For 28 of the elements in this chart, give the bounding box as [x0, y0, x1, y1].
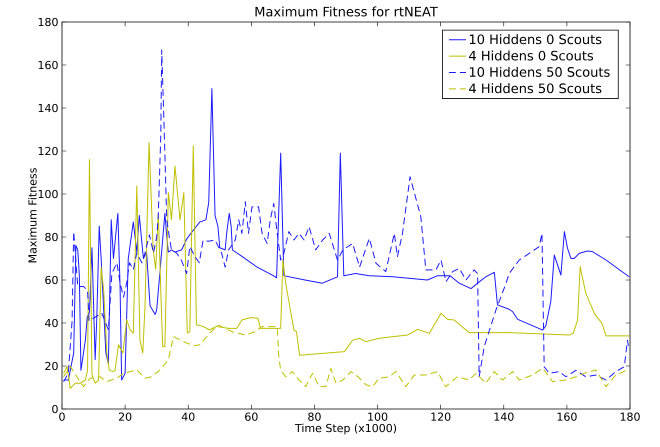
y-tick-label: 120 — [38, 146, 58, 156]
y-tick-label: 160 — [38, 60, 58, 70]
x-tick-label: 60 — [245, 412, 258, 421]
x-tick-label: 0 — [59, 412, 65, 421]
x-tick-label: 80 — [308, 412, 321, 421]
y-tick-label: 80 — [45, 232, 58, 242]
line-series — [63, 142, 630, 389]
y-tick-label: 0 — [52, 404, 58, 414]
x-tick-label: 180 — [620, 412, 640, 421]
y-tick-label: 180 — [38, 18, 58, 26]
x-tick-label: 120 — [431, 412, 450, 421]
y-tick-label: 60 — [45, 276, 58, 284]
legend-label: 10 Hiddens 50 Scouts — [470, 66, 610, 77]
x-tick-label: 40 — [182, 412, 194, 421]
x-axis-title: Time Step (x1000) — [294, 424, 396, 434]
legend-label: 4 Hiddens 0 Scouts — [469, 50, 594, 61]
x-tick-label: 160 — [558, 412, 577, 421]
legend-label: 10 Hiddens 0 Scouts — [470, 34, 602, 44]
x-tick-label: 20 — [118, 412, 132, 421]
chart-title: Maximum Fitness for rtNEAT — [256, 6, 438, 17]
y-tick-label: 100 — [38, 190, 58, 198]
y-axis-title: Maximum Fitness — [28, 168, 37, 262]
x-tick-label: 140 — [494, 412, 514, 421]
y-tick-label: 140 — [38, 104, 58, 112]
x-tick-label: 100 — [368, 412, 388, 421]
legend-label: 4 Hiddens 50 Scouts — [469, 83, 602, 94]
y-tick-label: 40 — [45, 318, 58, 328]
y-tick-label: 20 — [45, 362, 58, 370]
